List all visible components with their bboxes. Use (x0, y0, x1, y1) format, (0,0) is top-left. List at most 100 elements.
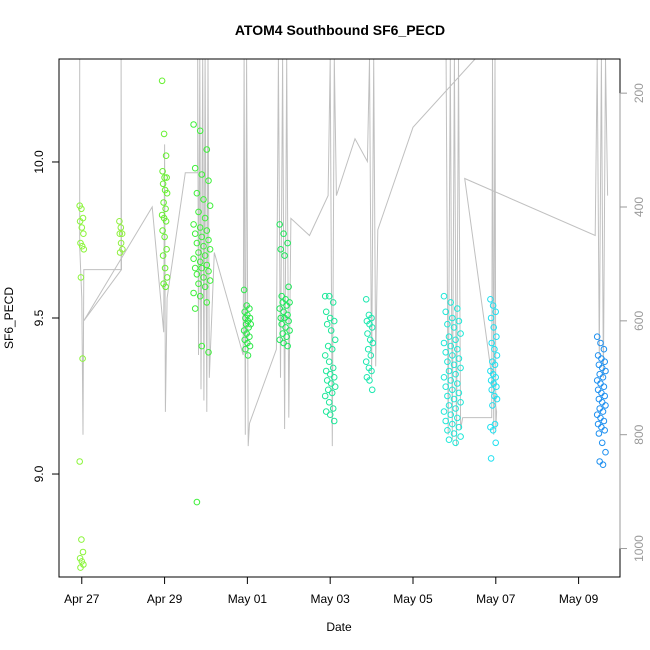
data-point (193, 498, 201, 506)
data-point (455, 317, 463, 325)
data-point (488, 339, 496, 347)
y-tick-label: 9.5 (32, 309, 46, 326)
data-point (440, 339, 448, 347)
data-point (595, 430, 603, 437)
data-point (198, 264, 206, 272)
data-point (162, 152, 170, 159)
data-point (278, 320, 286, 328)
data-point (457, 399, 464, 406)
data-point (368, 367, 375, 375)
data-point (368, 314, 375, 322)
data-point (368, 324, 376, 331)
data-point (454, 305, 461, 312)
data-point (450, 395, 458, 403)
data-point (452, 439, 459, 447)
data-point (602, 448, 609, 456)
data-point (454, 380, 461, 387)
data-point (196, 258, 204, 266)
data-point (276, 305, 284, 312)
data-point (491, 420, 499, 428)
data-point (280, 230, 287, 237)
data-point (327, 380, 335, 387)
data-point (206, 277, 214, 284)
data-point (280, 339, 287, 347)
data-point (325, 358, 333, 366)
y2-tick-label: 200 (632, 83, 646, 103)
data-point (364, 330, 371, 337)
data-point (285, 317, 292, 325)
x-tick-label: May 03 (311, 592, 351, 606)
data-point (205, 236, 212, 244)
data-point (203, 146, 211, 153)
data-point (445, 367, 453, 375)
data-point (196, 224, 204, 231)
data-point (457, 364, 464, 372)
data-point (449, 352, 456, 359)
data-point (487, 314, 495, 322)
data-point (598, 364, 606, 372)
chart-title: ATOM4 Southbound SF6_PECD (235, 22, 445, 38)
data-point (190, 221, 197, 228)
data-point (117, 224, 125, 231)
data-point (321, 292, 329, 300)
data-point (447, 342, 455, 350)
data-point (489, 402, 496, 409)
data-point (364, 345, 372, 353)
data-point (369, 339, 377, 347)
data-point (593, 333, 601, 341)
data-point (200, 242, 207, 250)
data-point (198, 233, 206, 241)
data-point (593, 411, 601, 419)
data-point (201, 252, 209, 259)
data-point (368, 386, 376, 394)
data-point (323, 377, 331, 384)
data-point (452, 405, 459, 412)
data-point (450, 430, 458, 437)
data-point (245, 324, 252, 331)
data-point (196, 127, 204, 135)
data-point (193, 271, 201, 278)
data-point (597, 339, 604, 347)
data-point (492, 374, 500, 381)
data-point (201, 214, 209, 222)
data-points (76, 77, 609, 571)
data-point (330, 317, 338, 325)
data-point (283, 302, 290, 309)
data-point (116, 249, 124, 256)
data-point (326, 314, 334, 322)
data-point (449, 420, 456, 428)
data-point (493, 383, 500, 391)
data-point (329, 405, 337, 412)
x-tick-label: Apr 29 (147, 592, 183, 606)
data-point (594, 386, 602, 394)
data-point (77, 564, 84, 571)
data-point (161, 233, 168, 241)
pressure-trace-line (79, 58, 609, 447)
data-point (191, 230, 199, 237)
data-point (76, 218, 84, 225)
data-point (602, 367, 609, 375)
data-point (116, 218, 123, 225)
data-point (330, 374, 338, 381)
data-point (444, 320, 451, 328)
data-point (325, 292, 333, 300)
data-point (601, 427, 609, 434)
data-point (457, 330, 464, 337)
data-point (594, 420, 602, 428)
data-point (326, 370, 334, 378)
data-point (78, 242, 86, 250)
data-point (200, 196, 207, 203)
data-point (491, 361, 499, 369)
data-point (596, 370, 604, 378)
data-point (195, 249, 202, 256)
data-point (457, 433, 464, 440)
data-point (491, 345, 498, 353)
data-point (200, 274, 207, 281)
data-point (447, 377, 455, 384)
data-point (444, 427, 451, 434)
data-point (190, 121, 197, 128)
data-point (163, 174, 170, 181)
data-point (493, 395, 501, 403)
data-point (367, 352, 375, 359)
